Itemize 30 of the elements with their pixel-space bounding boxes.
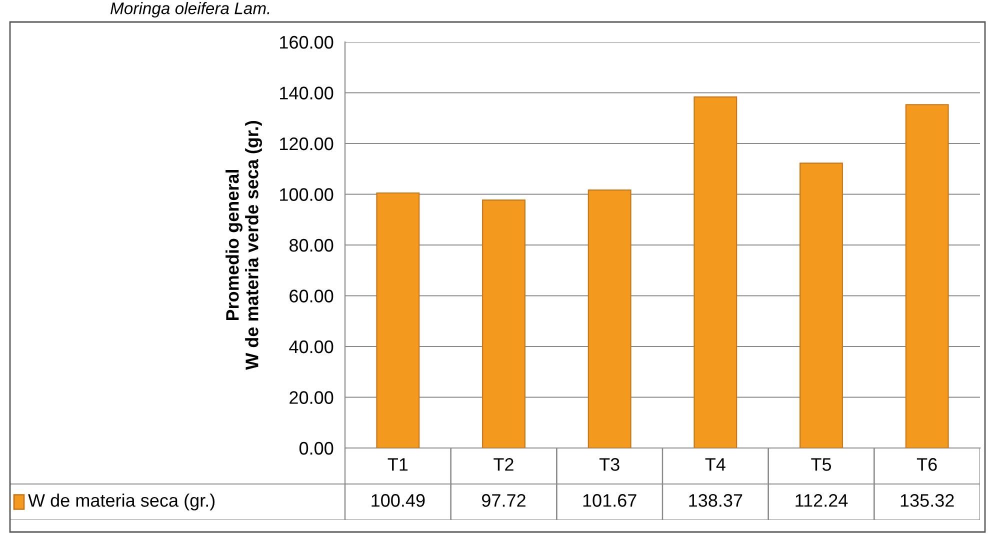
bar [482,199,526,448]
text: Moringa oleifera Lam. [110,2,270,18]
bar [905,104,949,448]
bar [800,162,843,448]
x-tick-label: T6 [916,458,937,471]
x-tick-label: T3 [599,458,620,471]
x-tick-label: T4 [705,458,726,471]
y-tick-label: 40.00 [289,340,334,354]
y-tick-label: 120.00 [280,137,334,150]
data-label: 112.24 [796,494,848,507]
data-label: 97.72 [482,494,526,507]
x-tick-label: T5 [811,458,832,471]
bar [588,189,632,448]
bar [376,192,420,448]
x-tick-label: T2 [494,458,514,471]
data-label: 138.37 [689,494,742,507]
data-label: 101.67 [583,494,636,507]
y-tick-label: 140.00 [280,86,334,100]
y-tick-label: 100.00 [280,188,334,201]
legend-label: W de materia seca (gr.) [28,494,215,510]
y-tick-label: 80.00 [289,238,334,252]
y-tick-label: 160.00 [280,36,334,49]
bar [694,96,738,448]
y-axis-title: Promedio general W de materia verde seca (gr.) [226,120,262,370]
y-tick-label: 60.00 [290,290,334,302]
data-label: 135.32 [900,494,954,507]
x-tick-label: T1 [388,458,408,471]
y-tick-label: 0.00 [299,442,334,455]
data-label: 100.49 [372,494,425,507]
y-tick-label: 20.00 [290,391,334,404]
